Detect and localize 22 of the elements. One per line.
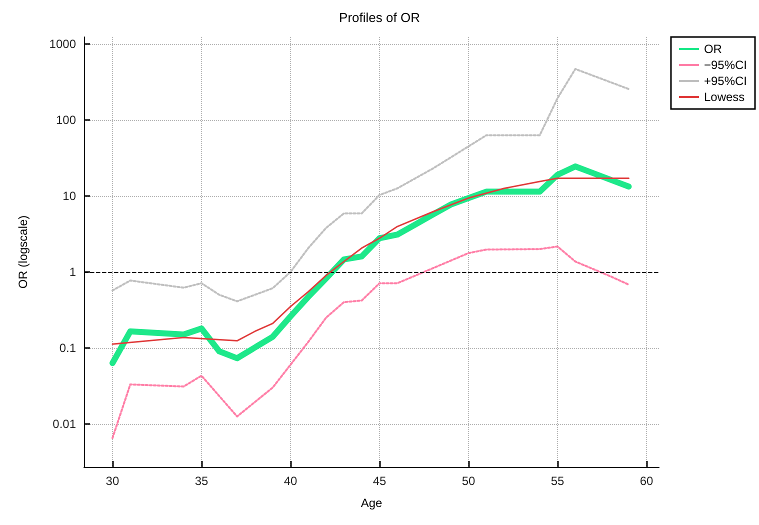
y-tick-label: 10: [62, 188, 76, 203]
legend-label: OR: [704, 42, 722, 56]
legend-label: Lowess: [704, 90, 745, 104]
chart-title: Profiles of OR: [339, 10, 420, 25]
x-axis-title: Age: [360, 496, 382, 510]
y-tick-label: 1: [69, 264, 76, 279]
y-axis-title: OR (logscale): [16, 215, 30, 289]
y-tick-label: 0.01: [52, 416, 76, 431]
x-tick-label: 60: [640, 474, 654, 488]
x-tick-label: 45: [372, 474, 387, 488]
x-tick-label: 30: [106, 474, 120, 488]
x-tick-label: 55: [550, 474, 565, 488]
legend-label: −95%CI: [704, 58, 748, 72]
line-series: [111, 246, 630, 440]
legend-label: +95%CI: [704, 74, 748, 88]
x-tick-label: 50: [462, 474, 476, 488]
x-tick-label: 35: [194, 474, 208, 488]
y-tick-label: 100: [56, 113, 76, 128]
line-series: [112, 178, 630, 345]
x-tick-label: 40: [284, 474, 298, 488]
y-tick-label: 1000: [49, 37, 76, 52]
y-tick-label: 0.1: [59, 340, 76, 355]
